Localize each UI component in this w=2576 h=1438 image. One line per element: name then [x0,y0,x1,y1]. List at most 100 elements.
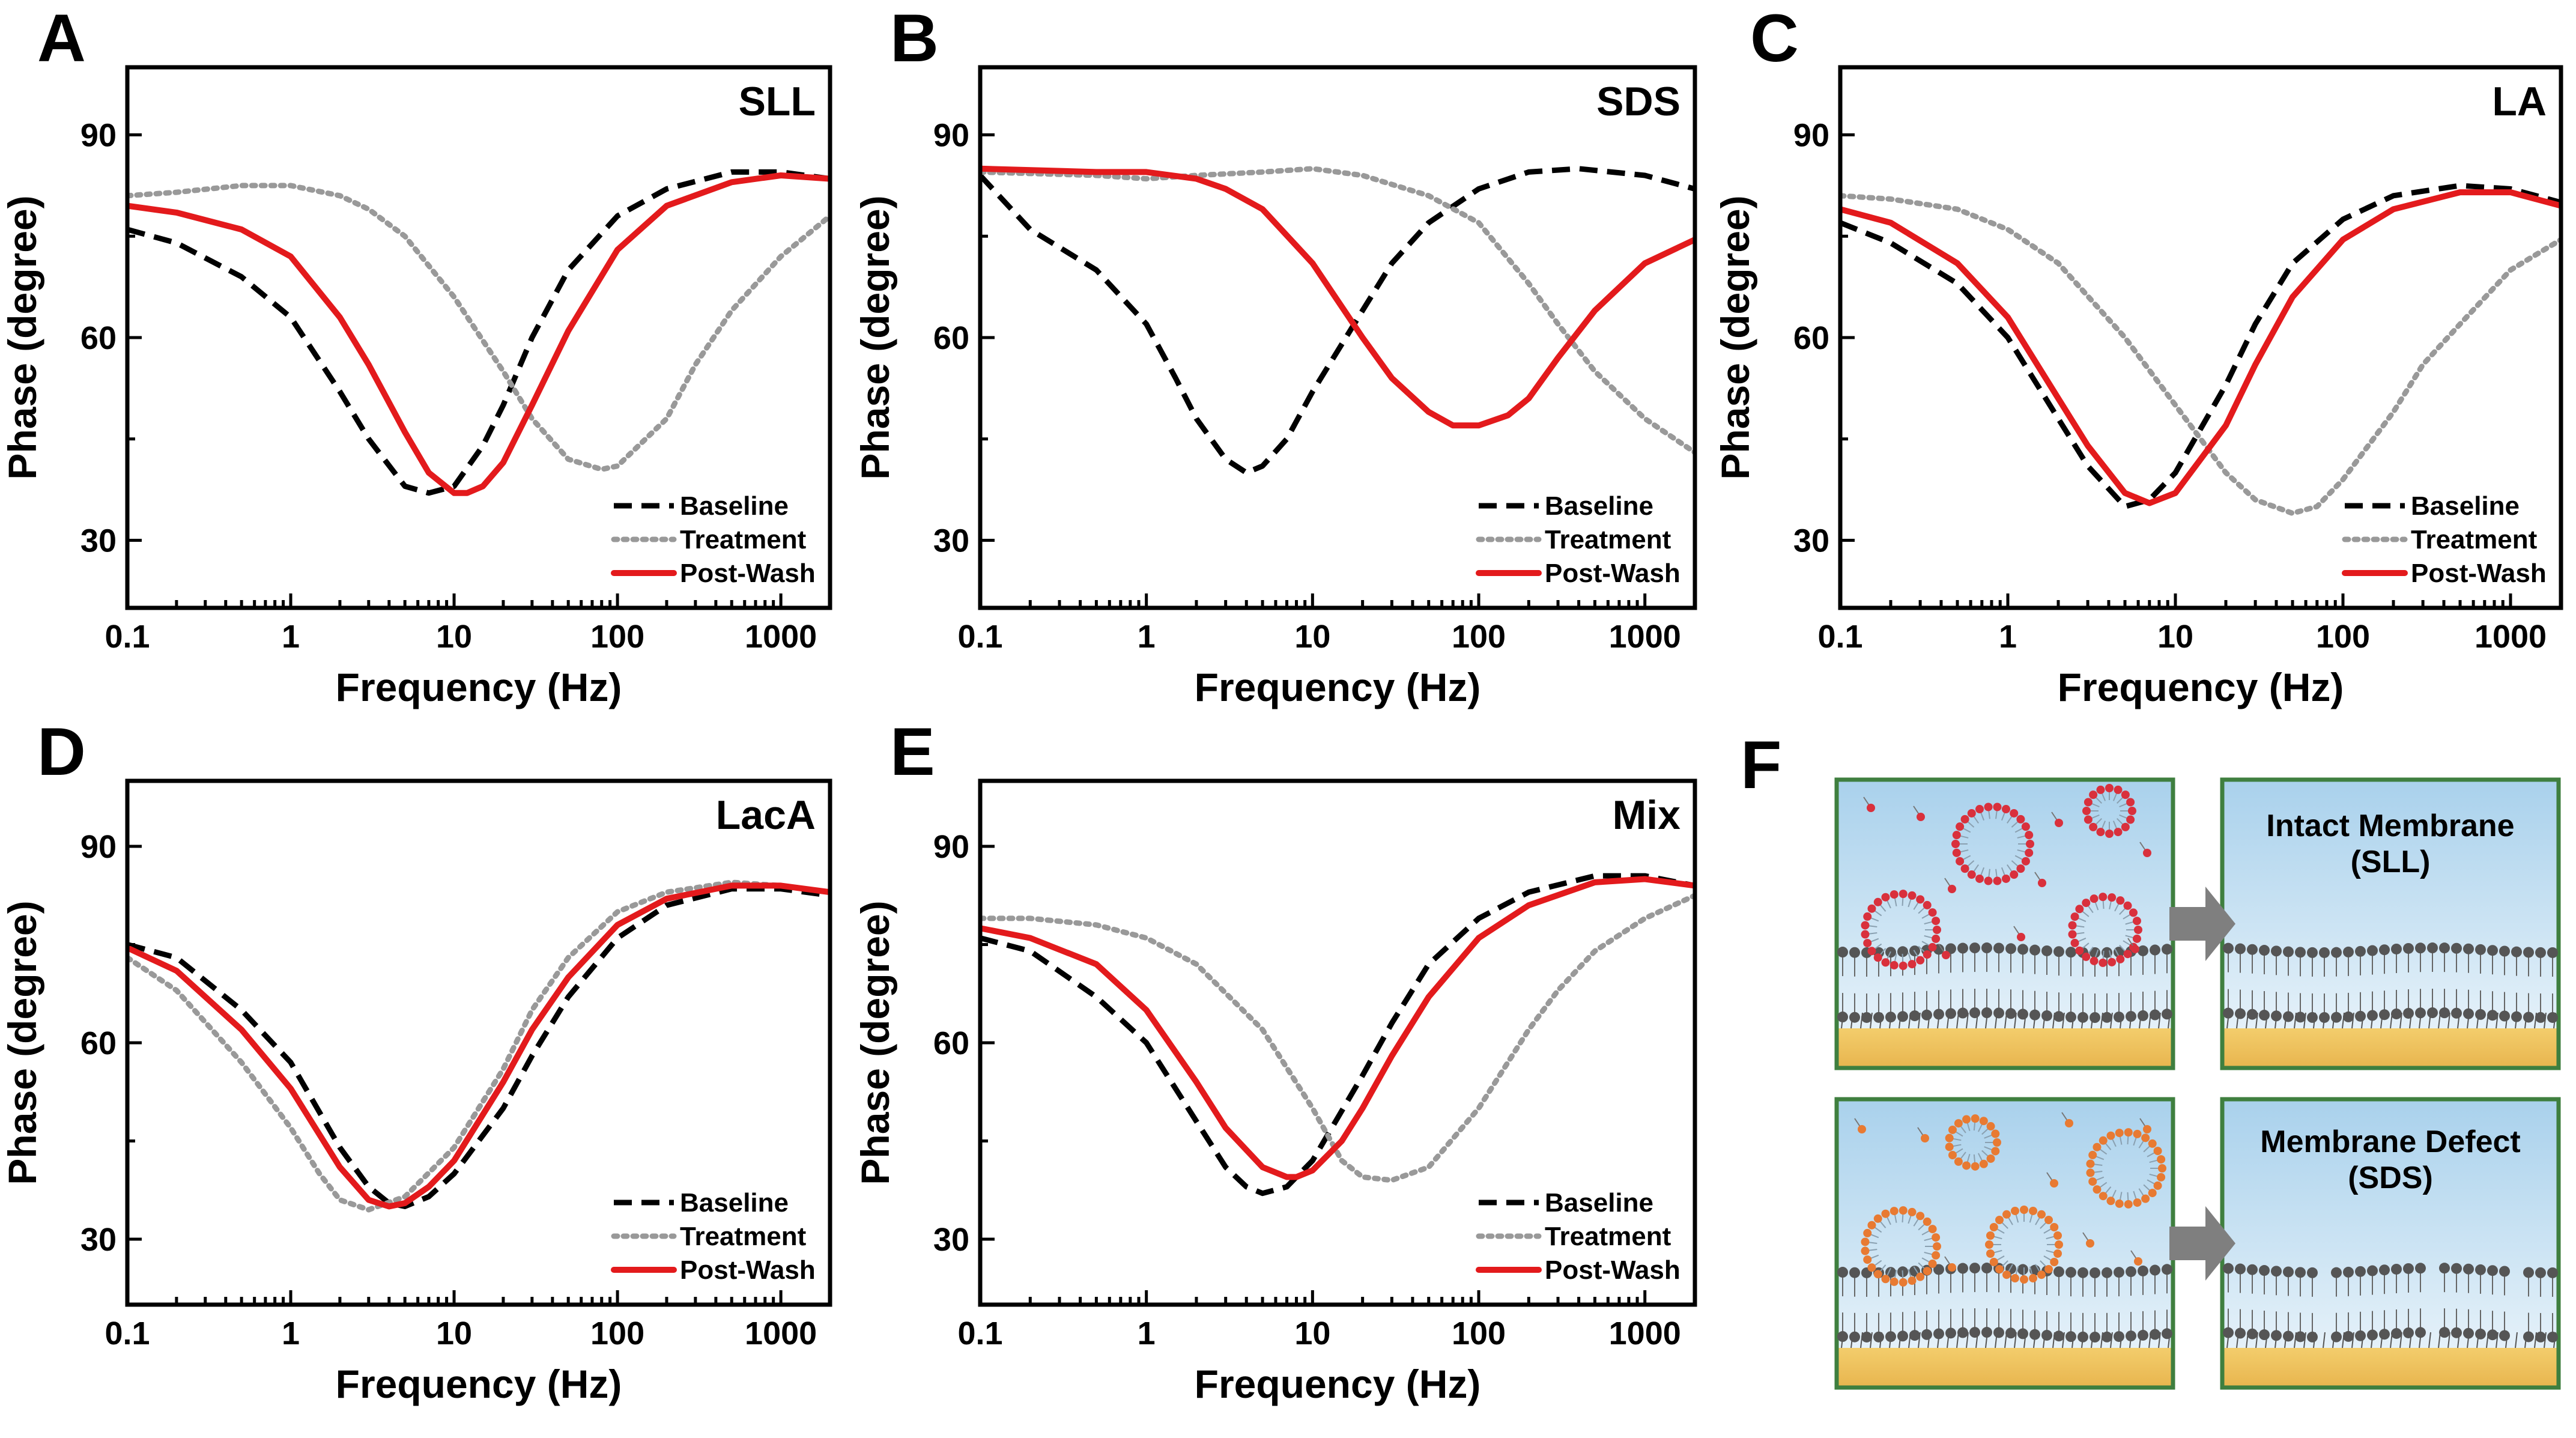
surfactant-monomer [2143,849,2151,857]
vesicle-head [1908,1207,1917,1216]
micelle-vesicle [1945,1114,2001,1171]
y-tick-label: 30 [80,523,117,559]
lipid-head [2162,1328,2172,1339]
lipid-head [2102,947,2112,958]
lipid-head [1897,1011,1908,1022]
vesicle-head [1933,926,1941,934]
lipid-head [2415,1007,2426,1019]
vesicle-head [1867,1221,1876,1230]
y-tick-label: 90 [1793,118,1829,154]
vesicle-head [1923,900,1932,909]
lipid-head [2259,1329,2270,1341]
vesicle-head [2086,1168,2095,1177]
vesicle-head [1956,857,1965,866]
vesicle-head [2029,1274,2038,1283]
lipid-head [2475,1328,2486,1339]
x-tick-label: 1 [282,619,300,655]
vesicle-head [2090,956,2099,965]
lipid-head [1981,1007,1992,1019]
series-line-post-wash [127,882,830,1210]
lipid-head [2029,1009,2040,1021]
lipid-head [2053,1330,2064,1342]
lipid-head [2150,1329,2160,1340]
lipid-head [1981,1263,1992,1274]
x-tick-label: 0.1 [957,1315,1002,1352]
vesicle-head [1975,874,1984,883]
vesicle-head [1956,822,1965,831]
lipid-head [1897,946,1908,957]
vesicle-head [1932,934,1941,943]
lipid-head [2259,945,2270,956]
vesicle-head [1908,891,1917,900]
legend-label: Baseline [2411,491,2520,521]
vesicle-head [2116,954,2125,963]
lipid-head [2367,1265,2378,1276]
lipid-head [2367,1010,2378,1021]
lipid-head [2403,1327,2414,1338]
x-axis-title: Frequency (Hz) [2058,665,2344,709]
schematic-box-intact-membrane: Intact Membrane(SLL) [2220,777,2561,1070]
vesicle-head [2132,917,2141,926]
vesicle-head [2153,1147,2162,1156]
lipid-head [2307,1012,2318,1023]
x-axis-title: Frequency (Hz) [336,1362,622,1406]
lipid-head [2283,1266,2294,1278]
vesicle-head [1952,831,1961,840]
vesicle-head [2108,957,2117,966]
lipid-head [2307,1267,2318,1278]
vesicle-head [2153,1181,2162,1190]
vesicle-head [2158,1164,2166,1173]
vesicle-head [1989,1223,1998,1231]
chart-panel-b: 0.1 1 10 100 1000 30 60 90 Frequency (Hz) Phase (… [853,1,1697,709]
schematic-box-treatment-sll [1834,777,2175,1070]
micelle-vesicle [2082,784,2136,838]
lipid-head [2475,1264,2486,1275]
lipid-head [2114,1012,2124,1023]
lipid-head [2487,1329,2498,1341]
lipid-head [2223,942,2234,954]
vesicle-head [1873,1270,1882,1279]
vesicle-head [1873,1214,1882,1223]
vesicle-head [2157,1155,2166,1164]
lipid-head [2355,945,2366,957]
membrane-defect-sublabel: (SDS) [2348,1160,2433,1195]
vesicle-head [1899,1206,1908,1215]
gold-substrate [2222,1348,2559,1388]
surfactant-monomer [1917,813,1925,821]
gold-substrate [1837,1348,2173,1388]
lipid-head [2283,946,2294,957]
vesicle-head [1967,870,1976,879]
vesicle-head [2068,921,2077,930]
vesicle-head [1989,1258,1998,1266]
intact-membrane-sublabel: (SLL) [2351,845,2431,879]
lipid-head [2005,1327,2016,1339]
lipid-head [2547,947,2558,958]
vesicle-head [1881,958,1890,967]
lipid-head [2041,1010,2052,1021]
vesicle-head [2020,1206,2028,1214]
lipid-head [2017,1264,2028,1275]
lipid-head [2403,942,2414,954]
surfactant-monomer [1921,1134,1929,1142]
micelle-vesicle [1985,1206,2063,1284]
lipid-head [2355,1330,2366,1341]
legend-label: Post-Wash [2411,559,2547,588]
series-line-treatment [127,183,830,472]
lipid-head [1933,1264,1944,1275]
vesicle-head [2002,1270,2011,1279]
vesicle-head [2053,1249,2062,1258]
vesicle-head [1932,1233,1941,1242]
vesicle-head [1962,1161,1971,1170]
lipid-head [2126,1330,2136,1342]
x-tick-label: 1000 [1609,1315,1681,1352]
lipid-head [2247,1264,2258,1275]
tether-line [2303,1332,2306,1349]
vesicle-head [1995,1215,2004,1224]
y-tick-label: 60 [80,1025,117,1061]
y-axis-title: Phase (degree) [1713,195,1757,479]
series-line-baseline [980,873,1695,1197]
vesicle-head [1916,1272,1925,1281]
surfactant-monomer [2131,945,2139,953]
micelle-vesicle [2086,1128,2166,1209]
surfactant-monomer [1858,1125,1866,1133]
